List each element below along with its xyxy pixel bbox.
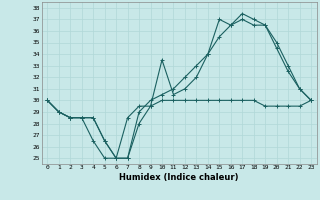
X-axis label: Humidex (Indice chaleur): Humidex (Indice chaleur) — [119, 173, 239, 182]
